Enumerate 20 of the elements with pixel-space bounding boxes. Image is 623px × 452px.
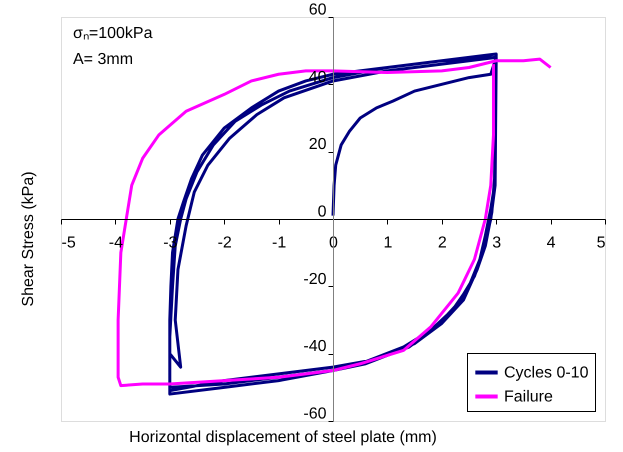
y-tick-label: -60: [303, 406, 327, 422]
y-tick-label: -20: [303, 270, 327, 288]
y-tick-label: -40: [303, 338, 327, 356]
y-tick-label: 0: [318, 204, 327, 220]
y-tick-label: 60: [308, 2, 327, 18]
legend-label: Cycles 0-10: [504, 364, 589, 382]
annotation: A= 3mm: [73, 51, 134, 68]
x-tick-label: 4: [546, 234, 556, 252]
x-tick-label: 1: [383, 234, 392, 252]
x-tick-label: 2: [438, 234, 447, 252]
x-tick-label: -2: [218, 234, 232, 252]
annotation: σₙ=100kPa: [73, 25, 153, 42]
x-tick-label: 3: [492, 234, 502, 252]
x-tick-label: -1: [272, 234, 286, 252]
y-axis-title: Shear Stress (kPa): [20, 171, 37, 307]
x-axis-title: Horizontal displacement of steel plate (mm): [129, 429, 437, 446]
y-tick-label: 20: [308, 136, 327, 154]
x-tick-label: 5: [596, 234, 606, 252]
legend-label: Failure: [504, 388, 554, 406]
x-tick-label: -5: [62, 234, 76, 252]
